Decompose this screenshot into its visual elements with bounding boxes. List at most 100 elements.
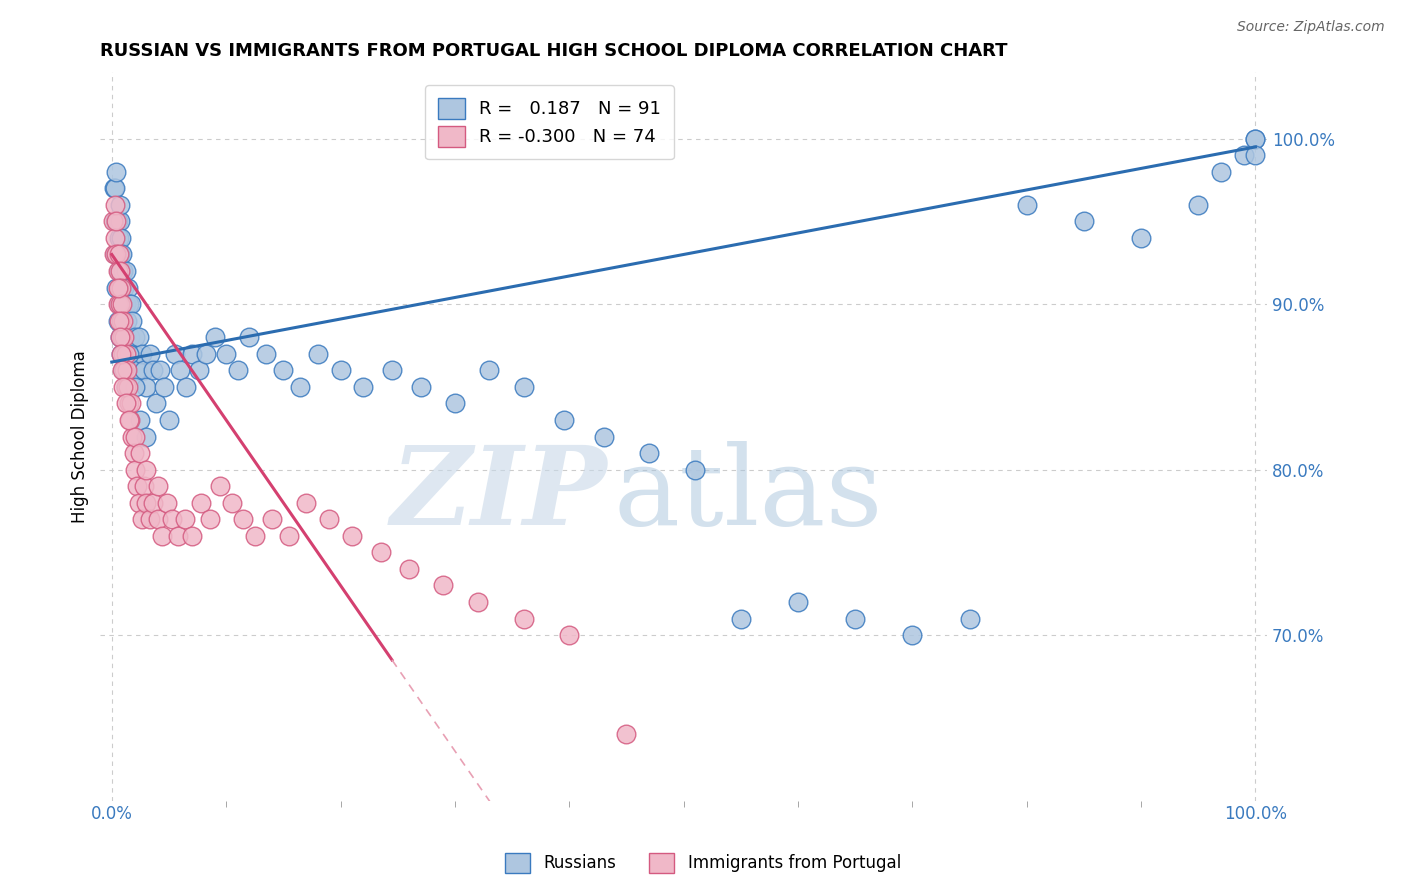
- Point: [558, 628, 581, 642]
- Point: [221, 496, 243, 510]
- Point: [169, 363, 191, 377]
- Point: [118, 396, 141, 410]
- Point: [278, 529, 301, 543]
- Point: [730, 611, 752, 625]
- Point: [128, 330, 150, 344]
- Point: [107, 297, 129, 311]
- Point: [108, 198, 131, 212]
- Point: [142, 496, 165, 510]
- Point: [104, 214, 127, 228]
- Point: [1187, 198, 1209, 212]
- Text: ZIP: ZIP: [391, 441, 607, 549]
- Point: [112, 347, 135, 361]
- Point: [226, 363, 249, 377]
- Point: [198, 512, 221, 526]
- Point: [110, 347, 132, 361]
- Point: [112, 363, 135, 377]
- Point: [444, 396, 467, 410]
- Point: [180, 529, 202, 543]
- Point: [132, 479, 155, 493]
- Point: [260, 512, 283, 526]
- Point: [117, 380, 139, 394]
- Point: [129, 413, 152, 427]
- Point: [146, 479, 169, 493]
- Point: [107, 247, 129, 261]
- Point: [145, 396, 167, 410]
- Point: [120, 297, 142, 311]
- Point: [409, 380, 432, 394]
- Point: [901, 628, 924, 642]
- Point: [194, 347, 217, 361]
- Point: [107, 280, 129, 294]
- Point: [478, 363, 501, 377]
- Point: [121, 314, 143, 328]
- Point: [108, 330, 131, 344]
- Point: [112, 363, 135, 377]
- Point: [125, 479, 148, 493]
- Y-axis label: High School Diploma: High School Diploma: [72, 351, 89, 523]
- Point: [132, 363, 155, 377]
- Point: [114, 297, 136, 311]
- Point: [101, 214, 124, 228]
- Point: [107, 297, 129, 311]
- Point: [157, 413, 180, 427]
- Point: [844, 611, 866, 625]
- Point: [592, 429, 614, 443]
- Point: [238, 330, 260, 344]
- Text: RUSSIAN VS IMMIGRANTS FROM PORTUGAL HIGH SCHOOL DIPLOMA CORRELATION CHART: RUSSIAN VS IMMIGRANTS FROM PORTUGAL HIGH…: [100, 42, 1008, 60]
- Point: [232, 512, 254, 526]
- Point: [110, 314, 132, 328]
- Point: [114, 396, 136, 410]
- Point: [398, 562, 420, 576]
- Point: [118, 413, 141, 427]
- Point: [190, 496, 212, 510]
- Point: [105, 214, 128, 228]
- Point: [1211, 165, 1233, 179]
- Point: [553, 413, 575, 427]
- Point: [112, 314, 135, 328]
- Point: [120, 330, 142, 344]
- Point: [118, 297, 141, 311]
- Point: [107, 314, 129, 328]
- Point: [103, 247, 125, 261]
- Point: [243, 529, 266, 543]
- Point: [124, 330, 146, 344]
- Point: [104, 181, 127, 195]
- Point: [112, 280, 135, 294]
- Point: [432, 578, 454, 592]
- Point: [128, 496, 150, 510]
- Point: [105, 280, 128, 294]
- Legend: R =   0.187   N = 91, R = -0.300   N = 74: R = 0.187 N = 91, R = -0.300 N = 74: [425, 85, 673, 160]
- Point: [787, 595, 810, 609]
- Point: [1015, 198, 1038, 212]
- Point: [105, 214, 128, 228]
- Point: [114, 380, 136, 394]
- Point: [111, 247, 134, 261]
- Point: [114, 347, 136, 361]
- Point: [112, 264, 135, 278]
- Point: [115, 314, 138, 328]
- Point: [153, 380, 176, 394]
- Point: [114, 380, 136, 394]
- Point: [111, 363, 134, 377]
- Point: [107, 231, 129, 245]
- Point: [295, 496, 318, 510]
- Point: [112, 380, 135, 394]
- Point: [1130, 231, 1153, 245]
- Point: [1244, 148, 1267, 162]
- Point: [129, 446, 152, 460]
- Point: [110, 264, 132, 278]
- Point: [107, 314, 129, 328]
- Point: [125, 363, 148, 377]
- Point: [107, 247, 129, 261]
- Point: [135, 462, 157, 476]
- Point: [104, 198, 127, 212]
- Point: [124, 429, 146, 443]
- Point: [512, 380, 534, 394]
- Point: [209, 479, 232, 493]
- Point: [112, 330, 135, 344]
- Point: [131, 512, 153, 526]
- Point: [111, 280, 134, 294]
- Point: [135, 429, 157, 443]
- Point: [149, 363, 172, 377]
